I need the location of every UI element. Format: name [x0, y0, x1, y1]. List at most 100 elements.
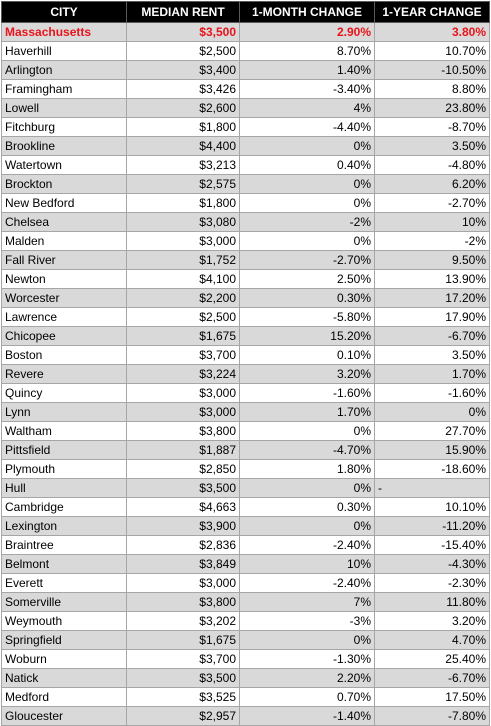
table-row: Cambridge $4,663 0.30% 10.10%: [1, 497, 490, 517]
median-rent: $2,500: [126, 41, 240, 61]
median-rent: $3,426: [126, 79, 240, 99]
year-change: 11.80%: [374, 592, 490, 612]
median-rent: $3,500: [126, 478, 240, 498]
year-change: -10.50%: [374, 60, 490, 80]
year-change-dash: -: [378, 481, 382, 495]
city-name: Medford: [1, 687, 127, 707]
city-name: Watertown: [1, 155, 127, 175]
table-row: Medford $3,525 0.70% 17.50%: [1, 687, 490, 707]
month-change: 0.10%: [239, 345, 375, 365]
city-name: Brockton: [1, 174, 127, 194]
median-rent: $2,836: [126, 535, 240, 555]
median-rent: $3,000: [126, 402, 240, 422]
table-row: Brockton $2,575 0% 6.20%: [1, 174, 490, 194]
col-header-1-month-change: 1-MONTH CHANGE: [239, 1, 375, 23]
table-row: Quincy $3,000 -1.60% -1.60%: [1, 383, 490, 403]
year-change: -15.40%: [374, 535, 490, 555]
city-name: Lowell: [1, 98, 127, 118]
city-name: Chelsea: [1, 212, 127, 232]
median-rent: $3,000: [126, 573, 240, 593]
month-change: 3.20%: [239, 364, 375, 384]
table-row: Worcester $2,200 0.30% 17.20%: [1, 288, 490, 308]
city-name: Fall River: [1, 250, 127, 270]
median-rent: $2,850: [126, 459, 240, 479]
city-name: Belmont: [1, 554, 127, 574]
year-change: 1.70%: [374, 364, 490, 384]
table-row: Watertown $3,213 0.40% -4.80%: [1, 155, 490, 175]
table-row: Boston $3,700 0.10% 3.50%: [1, 345, 490, 365]
table-row: Natick $3,500 2.20% -6.70%: [1, 668, 490, 688]
table-row: Pittsfield $1,887 -4.70% 15.90%: [1, 440, 490, 460]
city-name: Revere: [1, 364, 127, 384]
median-rent: $3,224: [126, 364, 240, 384]
month-change: 0%: [239, 630, 375, 650]
year-change: -2.70%: [374, 193, 490, 213]
year-change: 10.10%: [374, 497, 490, 517]
city-name: Boston: [1, 345, 127, 365]
col-header-median-rent: MEDIAN RENT: [126, 1, 240, 23]
median-rent: $3,500: [126, 668, 240, 688]
year-change: -7.80%: [374, 706, 490, 726]
table-row: Chelsea $3,080 -2% 10%: [1, 212, 490, 232]
table-row: Arlington $3,400 1.40% -10.50%: [1, 60, 490, 80]
month-change: -1.40%: [239, 706, 375, 726]
median-rent: $2,575: [126, 174, 240, 194]
city-name: Arlington: [1, 60, 127, 80]
month-change: 8.70%: [239, 41, 375, 61]
year-change: 17.20%: [374, 288, 490, 308]
city-name: New Bedford: [1, 193, 127, 213]
city-name: Natick: [1, 668, 127, 688]
month-change: 1.80%: [239, 459, 375, 479]
median-rent: $3,525: [126, 687, 240, 707]
year-change: 10.70%: [374, 41, 490, 61]
month-change: 15.20%: [239, 326, 375, 346]
city-name: Chicopee: [1, 326, 127, 346]
city-name: Woburn: [1, 649, 127, 669]
table-row: Waltham $3,800 0% 27.70%: [1, 421, 490, 441]
city-name: Quincy: [1, 383, 127, 403]
table-row: Fall River $1,752 -2.70% 9.50%: [1, 250, 490, 270]
month-change: -3.40%: [239, 79, 375, 99]
table-row: Newton $4,100 2.50% 13.90%: [1, 269, 490, 289]
median-rent: $3,213: [126, 155, 240, 175]
median-rent: $4,100: [126, 269, 240, 289]
month-change: 0%: [239, 136, 375, 156]
month-change: 0%: [239, 231, 375, 251]
year-change: 25.40%: [374, 649, 490, 669]
month-change: 2.50%: [239, 269, 375, 289]
table-row: Lynn $3,000 1.70% 0%: [1, 402, 490, 422]
median-rent: $1,675: [126, 630, 240, 650]
city-name: Haverhill: [1, 41, 127, 61]
median-rent: $1,675: [126, 326, 240, 346]
year-change: 15.90%: [374, 440, 490, 460]
table-row: Lowell $2,600 4% 23.80%: [1, 98, 490, 118]
year-change: -18.60%: [374, 459, 490, 479]
city-name: Gloucester: [1, 706, 127, 726]
table-row: Springfield $1,675 0% 4.70%: [1, 630, 490, 650]
month-change: -1.30%: [239, 649, 375, 669]
median-rent: $2,600: [126, 98, 240, 118]
year-change: 13.90%: [374, 269, 490, 289]
median-rent: $4,400: [126, 136, 240, 156]
median-rent: $1,800: [126, 193, 240, 213]
median-rent: $3,700: [126, 649, 240, 669]
year-change: -8.70%: [374, 117, 490, 137]
table-row: Gloucester $2,957 -1.40% -7.80%: [1, 706, 490, 726]
month-change: 0%: [239, 478, 375, 498]
state-name: Massachusetts: [1, 22, 127, 42]
year-change: 3.50%: [374, 136, 490, 156]
table-row: Plymouth $2,850 1.80% -18.60%: [1, 459, 490, 479]
table-row: Brookline $4,400 0% 3.50%: [1, 136, 490, 156]
month-change: -2.70%: [239, 250, 375, 270]
month-change: -5.80%: [239, 307, 375, 327]
table-row: Weymouth $3,202 -3% 3.20%: [1, 611, 490, 631]
median-rent: $2,200: [126, 288, 240, 308]
year-change: 3.20%: [374, 611, 490, 631]
year-change: 27.70%: [374, 421, 490, 441]
table-row: Braintree $2,836 -2.40% -15.40%: [1, 535, 490, 555]
year-change: 3.50%: [374, 345, 490, 365]
year-change: -2%: [374, 231, 490, 251]
city-name: Lawrence: [1, 307, 127, 327]
city-name: Braintree: [1, 535, 127, 555]
city-name: Plymouth: [1, 459, 127, 479]
